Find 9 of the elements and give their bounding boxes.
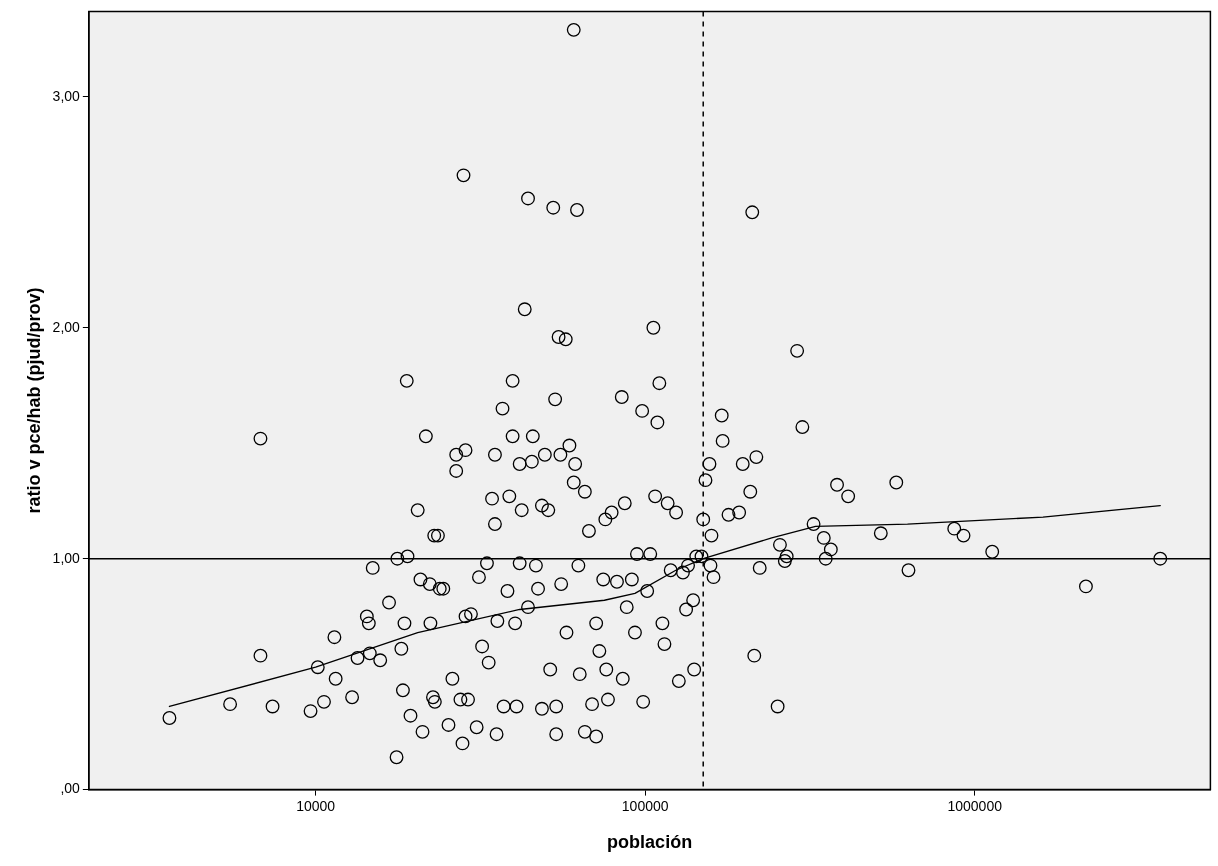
y-tick-label: 1,00 [52, 549, 81, 566]
y-tick-label: 3,00 [52, 87, 81, 104]
y-tick-label: 2,00 [52, 318, 81, 335]
x-axis-title: población [607, 832, 693, 853]
x-tick-label: 10000 [296, 797, 336, 814]
x-tick-label: 1000000 [947, 797, 1003, 814]
y-axis-title: ratio v pce/hab (pjud/prov) [23, 287, 44, 514]
y-tick-label: ,00 [60, 780, 81, 797]
x-tick-label: 100000 [621, 797, 669, 814]
